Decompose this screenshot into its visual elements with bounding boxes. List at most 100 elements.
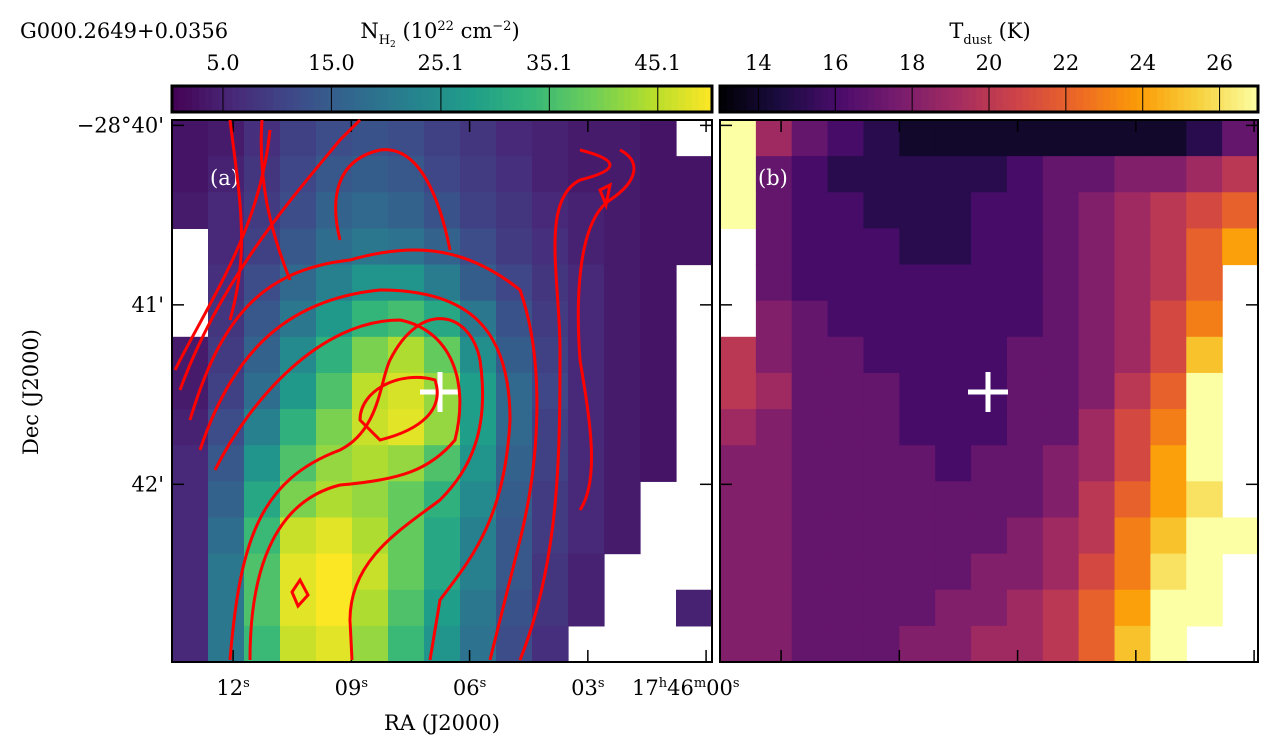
colorbar-segment xyxy=(253,86,261,112)
heatmap-cell xyxy=(1186,228,1223,266)
heatmap-cell xyxy=(208,481,245,519)
heatmap-cell xyxy=(863,445,900,482)
colorbar-segment xyxy=(1002,86,1010,112)
label-part: s xyxy=(733,676,740,691)
heatmap-cell xyxy=(1150,264,1187,302)
colorbar-segment xyxy=(720,86,728,112)
heatmap-cell xyxy=(1114,192,1151,229)
heatmap-cell xyxy=(460,372,497,410)
colorbar-segment xyxy=(1217,86,1225,112)
colorbar-segment xyxy=(172,86,180,112)
heatmap-cell xyxy=(676,589,713,627)
heatmap-cell xyxy=(1042,481,1080,519)
colorbar-segment xyxy=(246,86,254,112)
panel-label: (a) xyxy=(210,166,239,190)
heatmap-cell xyxy=(1006,192,1044,229)
heatmap-cell xyxy=(352,156,389,193)
colorbar-segment xyxy=(1237,86,1246,112)
heatmap-cell xyxy=(172,481,209,519)
colorbar-segment xyxy=(381,86,389,112)
axes-frame xyxy=(171,119,713,663)
heatmap-cell xyxy=(532,264,569,302)
heatmap-cell xyxy=(1078,409,1116,446)
heatmap-cell xyxy=(827,517,865,555)
heatmap-cell xyxy=(1186,300,1223,338)
colorbar-segment xyxy=(496,86,504,112)
colorbar-segment xyxy=(921,86,930,112)
heatmap-cell xyxy=(755,336,793,374)
heatmap-cell xyxy=(532,481,569,519)
figure-title: G000.2649+0.0356 xyxy=(20,19,228,43)
colorbar-segment xyxy=(448,86,457,112)
heatmap-cell xyxy=(863,553,900,591)
heatmap-cell xyxy=(1150,481,1187,519)
colorbar-segment xyxy=(340,86,349,112)
heatmap-cell xyxy=(1186,264,1223,302)
heatmap-cell xyxy=(676,156,713,193)
heatmap-cell xyxy=(352,517,389,555)
colorbar-segment xyxy=(726,86,735,112)
colorbar-segment xyxy=(847,86,856,112)
heatmap-cell xyxy=(1186,409,1223,446)
colorbar-segment xyxy=(516,86,524,112)
heatmap-cell xyxy=(755,517,793,555)
colorbar-segment xyxy=(854,86,862,112)
heatmap-cell xyxy=(863,228,900,266)
heatmap-cell xyxy=(863,192,900,229)
heatmap-cell xyxy=(971,336,1008,374)
heatmap-cell xyxy=(244,372,281,410)
colorbar-segment xyxy=(807,86,815,112)
heatmap-cell xyxy=(640,192,677,229)
colorbar-segment xyxy=(1110,86,1118,112)
label-part: s xyxy=(598,676,605,691)
heatmap-cell xyxy=(1150,625,1187,663)
colorbar-segment xyxy=(1224,86,1232,112)
heatmap-cell xyxy=(496,228,533,266)
colorbar-segment xyxy=(1190,86,1199,112)
heatmap-cell xyxy=(604,228,641,266)
colorbar-segment xyxy=(658,86,666,112)
colorbar-segment xyxy=(1083,86,1091,112)
colorbar-segment xyxy=(529,86,538,112)
heatmap-cell xyxy=(791,372,829,410)
heatmap-cell xyxy=(352,445,389,482)
colorbar-segment xyxy=(793,86,802,112)
colorbar-tick-label: 26 xyxy=(1206,51,1233,75)
heatmap-cell xyxy=(532,156,569,193)
label-part: s xyxy=(243,676,250,691)
colorbar-segment xyxy=(374,86,382,112)
colorbar-segment xyxy=(760,86,768,112)
heatmap-cell xyxy=(1186,589,1223,627)
heatmap-cell xyxy=(496,264,533,302)
heatmap-cell xyxy=(460,156,497,193)
colorbar-tick-label: 24 xyxy=(1129,51,1156,75)
colorbar-segment xyxy=(178,86,187,112)
colorbar-segment xyxy=(995,86,1004,112)
colorbar-segment xyxy=(1184,86,1192,112)
colorbar-segment xyxy=(901,86,909,112)
contour-line xyxy=(213,318,462,661)
colorbar-label: NH2 (1022 cm−2) xyxy=(360,19,519,50)
heatmap-cell xyxy=(352,481,389,519)
colorbar-segment xyxy=(678,86,686,112)
heatmap-cell xyxy=(971,156,1008,193)
heatmap-cell xyxy=(1150,336,1187,374)
colorbar-segment xyxy=(192,86,200,112)
heatmap-cell xyxy=(568,228,605,266)
label-part: 22 xyxy=(437,19,454,34)
colorbar-segment xyxy=(604,86,612,112)
colorbar-label: Tdust (K) xyxy=(949,19,1030,48)
heatmap-cell xyxy=(460,517,497,555)
label-part: 12 xyxy=(216,676,243,700)
heatmap-cell xyxy=(935,120,972,157)
colorbar-segment xyxy=(577,86,585,112)
heatmap-cell xyxy=(280,625,317,663)
heatmap-cell xyxy=(1114,264,1151,302)
heatmap-cell xyxy=(1150,589,1187,627)
heatmap-cell xyxy=(532,228,569,266)
colorbar-segment xyxy=(347,86,355,112)
colorbar-segment xyxy=(1136,86,1145,112)
y-tick-label: 41' xyxy=(132,293,165,317)
heatmap-cell xyxy=(1006,228,1044,266)
colorbar-segment xyxy=(787,86,795,112)
